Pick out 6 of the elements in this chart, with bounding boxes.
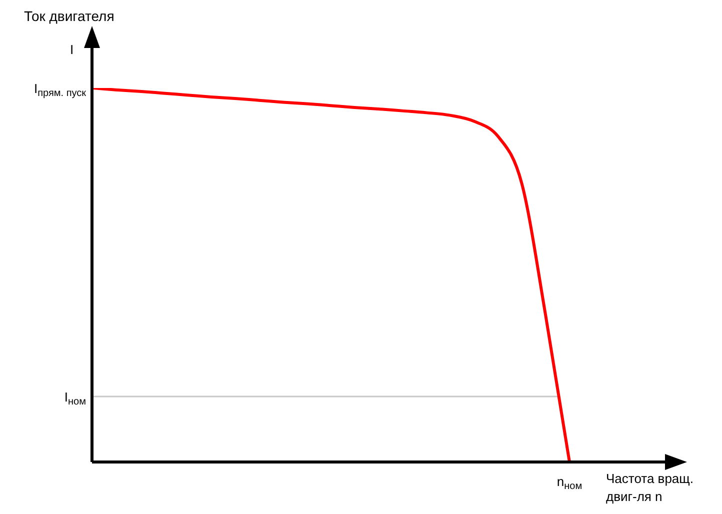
y-axis-title: I: [70, 42, 74, 57]
chart-title: Ток двигателя: [24, 8, 114, 24]
ref-line-label: I$_{ном}$: [64, 390, 86, 408]
text: I$_{прям. пуск}$: [34, 81, 87, 99]
x-axis-title: Частота вращ. двиг-ля n: [606, 470, 694, 506]
text: n$_{ном}$: [556, 474, 582, 492]
